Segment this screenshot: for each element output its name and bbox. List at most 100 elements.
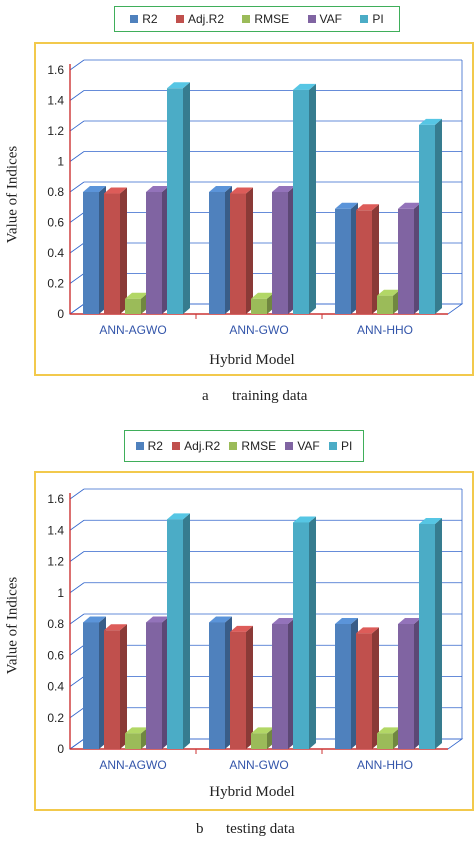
bar-vaf [272,186,295,314]
gridline-depth [69,242,85,254]
y-tick-label: 0.6 [47,216,64,230]
bar-top [335,618,358,624]
bar-pi [167,82,190,314]
bar-front [230,631,246,749]
x-tick-label: ANN-AGWO [99,323,166,337]
bar-side [372,204,379,314]
caption-text: testing data [226,821,295,837]
bar-top [125,727,148,734]
chart-panel-training: R2 Adj.R2 RMSE VAF PI 0 0.2 0.4 0.6 0.8 1 1.2 1… [0,0,474,415]
bar-front [83,192,99,314]
bar-top [167,513,190,520]
y-axis-title: Value of Indices [4,145,21,244]
bar-front [398,208,414,314]
bar-top [335,202,358,209]
legend-label: Adj.R2 [187,12,224,26]
bar-side [246,625,253,749]
bar-side [120,187,127,314]
bar-front [419,124,435,315]
gridline-depth [69,488,85,500]
bar-pi [293,83,316,314]
bar-r2 [209,616,232,749]
legend-swatch-r2 [135,442,144,450]
figure-caption: a training data [202,388,307,405]
bar-front [209,622,225,749]
bar-chart-testing: 0 0.2 0.4 0.6 0.8 1 1.2 1.4 1.6 ANN-AGWO ANN-GWO AN… [47,488,464,772]
y-tick-label: 1.2 [47,124,64,138]
bar-top [398,618,421,624]
bar-front [398,624,414,749]
chart-panel-testing: R2 Adj.R2 RMSE VAF PI 0 0.2 0.4 0.6 0.8 1 1.2 1… [0,423,474,844]
gridline-depth [69,582,85,594]
bar-top [83,616,106,623]
x-axis-title: Hybrid Model [209,784,295,800]
bar-adj-r2 [356,627,379,749]
legend-swatch-rmse [229,442,238,450]
legend-item-adj-r2: Adj.R2 [172,439,220,453]
bar-front [377,733,393,749]
bar-top [83,186,106,192]
y-tick-label: 0 [57,307,64,321]
gridline-depth [69,551,85,562]
caption-text: training data [232,388,308,404]
gridline-depth [69,212,85,223]
bar-top [125,292,148,299]
bar-adj-r2 [230,187,253,314]
gridline-depth [69,676,85,687]
legend-item-rmse: RMSE [242,12,289,26]
caption-letter: a [202,388,209,404]
bar-rmse [377,289,400,314]
bar-r2 [83,186,106,314]
bar-front [209,192,225,314]
bar-top [356,627,379,634]
bar-top [104,624,127,631]
bar-front [125,298,141,314]
bar-rmse [125,727,148,749]
legend-label: R2 [147,439,163,453]
x-tick-label: ANN-AGWO [99,758,166,772]
bar-front [293,89,309,314]
y-axis-title: Value of Indices [4,576,21,675]
bar-front [146,622,162,749]
gridline-depth [69,707,85,719]
bar-front [272,624,288,749]
y-tick-label: 1 [57,586,64,600]
legend-swatch-adj-r2 [172,442,181,450]
bar-top [104,187,127,194]
bar-adj-r2 [356,204,379,314]
bar-front [335,208,351,314]
bar-rmse [377,727,400,749]
bar-side [246,187,253,314]
bar-top [398,202,421,209]
bar-top [356,204,379,211]
bar-side [435,118,442,315]
bar-rmse [251,292,274,314]
y-tick-label: 1.4 [47,523,64,537]
bar-side [372,627,379,749]
bar-top [251,727,274,734]
y-tick-label: 0.4 [47,680,64,694]
legend-item-pi: PI [360,12,384,26]
gridline-depth [69,90,85,101]
legend-swatch-pi [360,15,369,23]
y-tick-label: 1.2 [47,555,64,569]
bar-top [272,186,295,192]
legend-item-r2: R2 [130,12,158,26]
x-tick-label: ANN-HHO [357,758,413,772]
bar-r2 [335,618,358,749]
bar-side [183,82,190,314]
legend-label: R2 [142,12,158,26]
bar-top [293,83,316,90]
gridline-depth [69,151,85,162]
bar-top [251,292,274,299]
figure-caption: b testing data [196,821,295,838]
legend-swatch-rmse [242,15,251,23]
bar-vaf [146,616,169,749]
chart-frame: 0 0.2 0.4 0.6 0.8 1 1.2 1.4 1.6 ANN-AGWO ANN-GWO AN… [34,42,474,376]
legend-label: RMSE [241,439,277,453]
bar-front [293,522,309,749]
legend-label: RMSE [254,12,290,26]
legend-item-r2: R2 [135,439,163,453]
y-tick-label: 1.4 [47,94,64,108]
bar-front [419,524,435,749]
